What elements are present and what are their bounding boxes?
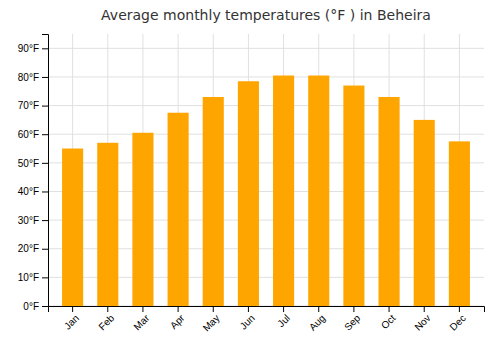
bar xyxy=(449,141,470,306)
x-tick: Aug xyxy=(307,306,327,333)
y-grid-line xyxy=(48,48,484,49)
y-axis: 0°F 10°F 20°F 30°F 40°F 50°F 60°F 70°F 80°F 90°F xyxy=(18,35,49,312)
y-tick-mark xyxy=(42,191,48,192)
bar xyxy=(238,81,259,306)
x-tick-mark xyxy=(389,306,390,312)
x-tick-mark xyxy=(283,306,284,312)
bar xyxy=(414,120,435,306)
y-tick-mark xyxy=(42,48,48,49)
x-tick-mark xyxy=(248,306,249,312)
x-tick: Apr xyxy=(168,306,187,331)
y-axis-line xyxy=(42,35,49,307)
y-tick: 60°F xyxy=(18,129,48,140)
y-tick-mark xyxy=(42,249,48,250)
x-tick-mark xyxy=(353,306,354,312)
y-tick-label: 20°F xyxy=(18,243,39,254)
plot: Jan Feb Mar Apr May Jun Jul Aug Sep Oct Nov Dec 0°F 1… xyxy=(18,34,485,334)
bar xyxy=(203,97,224,306)
x-tick-label: Feb xyxy=(96,312,116,332)
x-tick-mark xyxy=(178,306,179,312)
x-tick-label: Apr xyxy=(168,312,187,331)
x-tick-mark xyxy=(107,306,108,312)
x-tick-label: Sep xyxy=(342,312,363,333)
y-tick: 40°F xyxy=(18,186,48,197)
x-tick: Jan xyxy=(62,306,81,332)
x-tick-label: Oct xyxy=(379,312,398,331)
y-tick-label: 30°F xyxy=(18,215,39,226)
x-tick-label: Dec xyxy=(448,312,468,332)
x-tick: Mar xyxy=(131,306,151,332)
x-tick-mark xyxy=(459,306,460,312)
bar xyxy=(168,113,189,306)
y-tick-mark xyxy=(42,306,48,307)
x-tick: Nov xyxy=(412,306,432,333)
x-tick: Dec xyxy=(448,306,468,333)
y-tick-label: 0°F xyxy=(23,301,39,312)
bar xyxy=(273,76,294,306)
x-tick-mark xyxy=(213,306,214,312)
x-tick: Oct xyxy=(379,306,398,331)
x-tick: Sep xyxy=(342,306,363,333)
y-grid-line xyxy=(48,76,484,77)
x-tick: Feb xyxy=(96,306,116,332)
chart: Jan Feb Mar Apr May Jun Jul Aug Sep Oct Nov Dec 0°F 1… xyxy=(0,0,500,350)
y-tick-label: 60°F xyxy=(18,129,39,140)
x-tick-label: Aug xyxy=(307,312,327,332)
x-tick-label: Jun xyxy=(238,312,257,331)
y-tick: 70°F xyxy=(18,100,48,111)
title: Average monthly temperatures (°F ) in Be… xyxy=(101,7,431,23)
x-tick-mark xyxy=(424,306,425,312)
y-tick: 20°F xyxy=(18,243,48,254)
bar xyxy=(343,86,364,306)
x-tick-label: Nov xyxy=(412,312,432,332)
x-tick-mark xyxy=(72,306,73,312)
x-axis: Jan Feb Mar Apr May Jun Jul Aug Sep Oct Nov Dec xyxy=(49,306,485,334)
y-grid-line xyxy=(48,105,484,106)
x-tick-label: Jan xyxy=(62,312,81,331)
bar xyxy=(97,143,118,306)
y-tick: 50°F xyxy=(18,158,48,169)
y-tick: 90°F xyxy=(18,43,48,54)
bar xyxy=(132,133,153,306)
y-tick-label: 40°F xyxy=(18,186,39,197)
x-tick: Jun xyxy=(238,306,257,332)
x-axis-line xyxy=(49,307,485,313)
y-tick-mark xyxy=(42,220,48,221)
y-tick-mark xyxy=(42,106,48,107)
y-tick-label: 90°F xyxy=(18,43,39,54)
bars xyxy=(62,76,470,306)
bar xyxy=(379,97,400,306)
x-tick: Jul xyxy=(275,306,292,329)
y-tick-label: 80°F xyxy=(18,72,39,83)
y-tick-label: 70°F xyxy=(18,100,39,111)
y-tick-label: 50°F xyxy=(18,158,39,169)
x-tick-label: Mar xyxy=(131,312,151,332)
y-tick: 10°F xyxy=(18,272,48,283)
x-tick-label: May xyxy=(201,312,222,333)
x-tick-label: Jul xyxy=(275,312,292,329)
x-tick-mark xyxy=(318,306,319,312)
y-tick-mark xyxy=(42,77,48,78)
y-tick-mark xyxy=(42,134,48,135)
bar xyxy=(308,76,329,306)
y-tick-mark xyxy=(42,277,48,278)
x-tick-mark xyxy=(142,306,143,312)
x-tick: May xyxy=(201,306,222,334)
grid xyxy=(48,34,484,306)
y-tick: 30°F xyxy=(18,215,48,226)
y-tick-mark xyxy=(42,163,48,164)
y-tick: 0°F xyxy=(23,301,48,312)
bar xyxy=(62,149,83,306)
y-tick: 80°F xyxy=(18,72,48,83)
y-tick-label: 10°F xyxy=(18,272,39,283)
